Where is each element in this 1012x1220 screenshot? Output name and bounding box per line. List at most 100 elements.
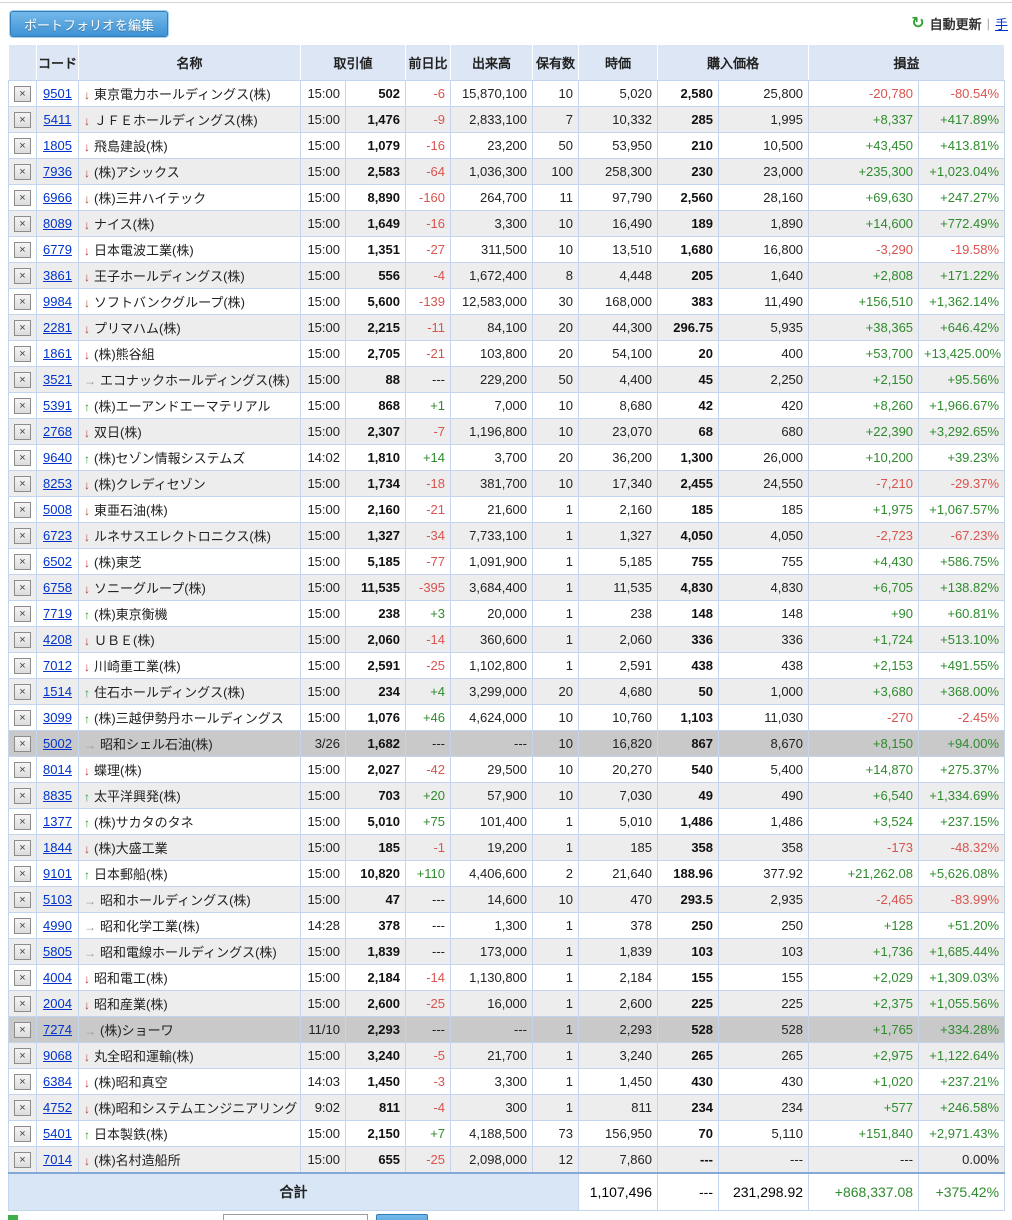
stock-code-link[interactable]: 8014 (43, 762, 72, 777)
stock-code-link[interactable]: 5008 (43, 502, 72, 517)
stock-code-link[interactable]: 5411 (43, 112, 72, 127)
table-row: × 9640 ↑ (株)セゾン情報システムズ 14:02 1,810 +14 3,… (8, 444, 1006, 471)
delete-row-button[interactable]: × (14, 1100, 31, 1117)
delete-row-button[interactable]: × (14, 138, 31, 155)
delete-row-button[interactable]: × (14, 216, 31, 233)
delete-row-button[interactable]: × (14, 918, 31, 935)
delete-row-button[interactable]: × (14, 892, 31, 909)
add-stock-input[interactable] (223, 1214, 368, 1220)
delete-row-button[interactable]: × (14, 164, 31, 181)
delete-row-button[interactable]: × (14, 580, 31, 597)
delete-row-button[interactable]: × (14, 1048, 31, 1065)
market-value: 2,591 (578, 652, 659, 679)
stock-code-link[interactable]: 2281 (43, 320, 72, 335)
stock-code-link[interactable]: 5103 (43, 892, 72, 907)
delete-row-button[interactable]: × (14, 970, 31, 987)
stock-code-link[interactable]: 2768 (43, 424, 72, 439)
manual-update-link[interactable]: 手 (994, 17, 1008, 32)
delete-row-button[interactable]: × (14, 658, 31, 675)
delete-row-button[interactable]: × (14, 190, 31, 207)
stock-code-link[interactable]: 1861 (43, 346, 72, 361)
delete-row-button[interactable]: × (14, 1074, 31, 1091)
delete-row-button[interactable]: × (14, 528, 31, 545)
stock-code-link[interactable]: 1514 (43, 684, 72, 699)
delete-row-button[interactable]: × (14, 866, 31, 883)
stock-code-link[interactable]: 5805 (43, 944, 72, 959)
delete-row-button[interactable]: × (14, 814, 31, 831)
stock-code-link[interactable]: 9068 (43, 1048, 72, 1063)
stock-code-link[interactable]: 8835 (43, 788, 72, 803)
delete-row-button[interactable]: × (14, 502, 31, 519)
delete-row-button[interactable]: × (14, 944, 31, 961)
stock-code-link[interactable]: 9984 (43, 294, 72, 309)
purchase-unit-price: 1,680 (657, 236, 720, 263)
delete-row-button[interactable]: × (14, 268, 31, 285)
delete-row-button[interactable]: × (14, 112, 31, 129)
stock-code-link[interactable]: 7719 (43, 606, 72, 621)
delete-row-button[interactable]: × (14, 294, 31, 311)
stock-code-link[interactable]: 7936 (43, 164, 72, 179)
delete-row-button[interactable]: × (14, 476, 31, 493)
delete-row-button[interactable]: × (14, 762, 31, 779)
stock-code-link[interactable]: 9101 (43, 866, 72, 881)
delete-row-button[interactable]: × (14, 450, 31, 467)
stock-code-link[interactable]: 4208 (43, 632, 72, 647)
holdings: 10 (532, 704, 580, 731)
stock-code-link[interactable]: 5401 (43, 1126, 72, 1141)
pl-amount: +3,680 (808, 678, 920, 705)
stock-code-link[interactable]: 6779 (43, 242, 72, 257)
delete-row-button[interactable]: × (14, 346, 31, 363)
stock-code-link[interactable]: 7012 (43, 658, 72, 673)
delete-row-button[interactable]: × (14, 736, 31, 753)
stock-code-link[interactable]: 5391 (43, 398, 72, 413)
delete-row-button[interactable]: × (14, 684, 31, 701)
delete-row-button[interactable]: × (14, 788, 31, 805)
delete-row-button[interactable]: × (14, 710, 31, 727)
stock-code-link[interactable]: 1377 (43, 814, 72, 829)
delete-row-button[interactable]: × (14, 320, 31, 337)
stock-code-link[interactable]: 8253 (43, 476, 72, 491)
auto-update-link[interactable]: 自動更新 (929, 17, 982, 32)
delete-row-button[interactable]: × (14, 86, 31, 103)
stock-code-link[interactable]: 9501 (43, 86, 72, 101)
edit-portfolio-button[interactable]: ポートフォリオを編集 (10, 11, 169, 37)
delete-row-button[interactable]: × (14, 424, 31, 441)
stock-code-link[interactable]: 7274 (43, 1022, 72, 1037)
stock-code-link[interactable]: 3521 (43, 372, 72, 387)
holdings: 10 (532, 470, 580, 497)
delete-row-button[interactable]: × (14, 398, 31, 415)
refresh-icon[interactable]: ↻ (911, 14, 925, 32)
stock-code-link[interactable]: 6723 (43, 528, 72, 543)
stock-code-link[interactable]: 4752 (43, 1100, 72, 1115)
stock-code-link[interactable]: 7014 (43, 1151, 72, 1167)
stock-code-link[interactable]: 9640 (43, 450, 72, 465)
delete-row-button[interactable]: × (14, 554, 31, 571)
stock-code-link[interactable]: 4004 (43, 970, 72, 985)
add-stock-button[interactable] (376, 1214, 428, 1220)
stock-code-link[interactable]: 3861 (43, 268, 72, 283)
holdings: 50 (532, 132, 580, 159)
delete-row-button[interactable]: × (14, 1022, 31, 1039)
stock-code-link[interactable]: 3099 (43, 710, 72, 725)
delete-row-button[interactable]: × (14, 996, 31, 1013)
delete-row-button[interactable]: × (14, 632, 31, 649)
delete-row-button[interactable]: × (14, 1126, 31, 1143)
day-change: -4 (405, 1094, 452, 1121)
stock-code-link[interactable]: 4990 (43, 918, 72, 933)
stock-code-link[interactable]: 1844 (43, 840, 72, 855)
trend-arrow-icon: ↓ (84, 842, 90, 856)
stock-code-link[interactable]: 6384 (43, 1074, 72, 1089)
stock-code-link[interactable]: 6966 (43, 190, 72, 205)
stock-code-link[interactable]: 1805 (43, 138, 72, 153)
delete-row-button[interactable]: × (14, 840, 31, 857)
delete-row-button[interactable]: × (14, 606, 31, 623)
delete-row-button[interactable]: × (14, 1152, 31, 1168)
delete-row-button[interactable]: × (14, 242, 31, 259)
delete-row-button[interactable]: × (14, 372, 31, 389)
stock-code-link[interactable]: 6502 (43, 554, 72, 569)
stock-code-link[interactable]: 6758 (43, 580, 72, 595)
stock-code-link[interactable]: 2004 (43, 996, 72, 1011)
stock-name: (株)ショーワ (100, 1023, 174, 1038)
stock-code-link[interactable]: 5002 (43, 736, 72, 751)
stock-code-link[interactable]: 8089 (43, 216, 72, 231)
